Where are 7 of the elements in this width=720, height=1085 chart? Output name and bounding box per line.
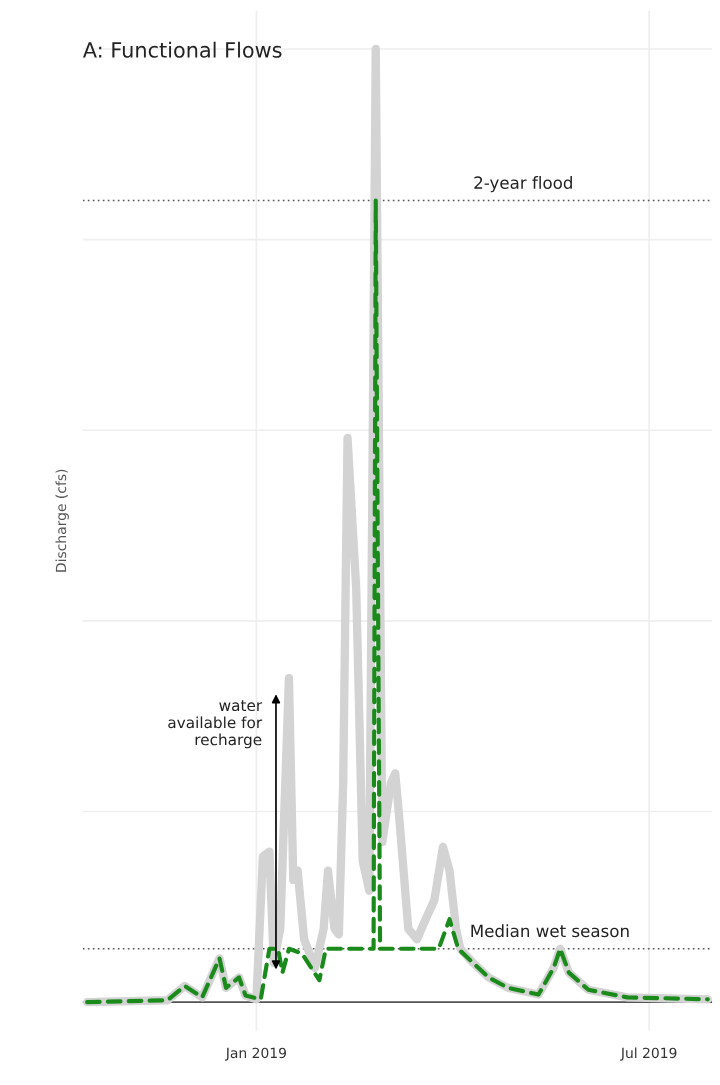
ref-line-label: Median wet season (471, 924, 629, 938)
x-tick-label: Jul 2019 (620, 1047, 677, 1061)
x-tick-label: Jan 2019 (225, 1047, 286, 1061)
ref-line-label: 2-year flood (474, 176, 572, 193)
chart-title: A: Functional Flows (82, 41, 282, 58)
annotation: water available for recharge (168, 700, 263, 749)
y-axis-title: Discharge (cfs) (55, 469, 69, 572)
